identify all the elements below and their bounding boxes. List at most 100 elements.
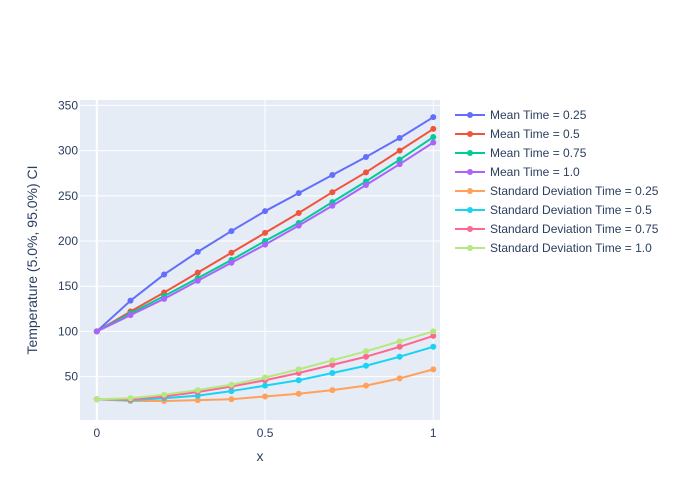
data-point (329, 361, 336, 368)
data-point (194, 248, 201, 255)
data-point (93, 396, 100, 403)
data-point (329, 202, 336, 209)
legend-item[interactable]: Standard Deviation Time = 1.0 (455, 241, 652, 255)
legend-marker (467, 226, 473, 232)
data-point (262, 208, 269, 215)
data-point (329, 172, 336, 179)
data-point (93, 328, 100, 335)
legend-marker (467, 207, 473, 213)
data-point (396, 353, 403, 360)
data-point (329, 189, 336, 196)
data-point (127, 312, 134, 319)
data-point (396, 375, 403, 382)
data-point (262, 393, 269, 400)
data-point (161, 391, 168, 398)
legend-item[interactable]: Mean Time = 1.0 (455, 165, 580, 179)
data-point (295, 222, 302, 229)
data-point (430, 366, 437, 373)
legend-label: Mean Time = 1.0 (490, 165, 580, 179)
legend-item[interactable]: Mean Time = 0.25 (455, 108, 587, 122)
y-tick-label: 100 (58, 324, 78, 338)
data-point (161, 271, 168, 278)
data-point (127, 297, 134, 304)
legend-label: Standard Deviation Time = 1.0 (490, 241, 652, 255)
x-axis-ticks: 0 0.5 1 (93, 426, 436, 440)
legend-marker (467, 112, 473, 118)
legend-item[interactable]: Mean Time = 0.75 (455, 146, 587, 160)
data-point (430, 343, 437, 350)
data-point (362, 382, 369, 389)
data-point (228, 381, 235, 388)
legend-item[interactable]: Standard Deviation Time = 0.75 (455, 222, 659, 236)
legend-item[interactable]: Standard Deviation Time = 0.25 (455, 184, 659, 198)
data-point (362, 169, 369, 176)
series-4 (93, 139, 437, 335)
data-point (295, 377, 302, 384)
data-point (262, 241, 269, 248)
legend-marker (467, 169, 473, 175)
data-point (127, 395, 134, 402)
data-point (430, 328, 437, 335)
legend[interactable]: Mean Time = 0.25 Mean Time = 0.5 Mean Time… (455, 108, 659, 255)
data-point (396, 134, 403, 141)
legend-marker (467, 131, 473, 137)
y-tick-label: 350 (58, 98, 78, 112)
data-point (295, 190, 302, 197)
data-point (194, 277, 201, 284)
data-point (430, 125, 437, 132)
legend-marker (467, 150, 473, 156)
y-tick-label: 50 (65, 370, 79, 384)
data-point (362, 181, 369, 188)
data-point (362, 362, 369, 369)
data-point (362, 353, 369, 360)
data-point (396, 147, 403, 154)
data-point (295, 390, 302, 397)
legend-item[interactable]: Standard Deviation Time = 0.5 (455, 203, 652, 217)
x-axis-title: x (257, 448, 264, 464)
series-8 (93, 328, 437, 403)
data-point (396, 156, 403, 163)
legend-label: Standard Deviation Time = 0.75 (490, 222, 659, 236)
data-point (228, 249, 235, 256)
y-tick-label: 200 (58, 234, 78, 248)
data-point (329, 369, 336, 376)
data-point (194, 387, 201, 394)
data-series (93, 114, 437, 405)
data-point (194, 269, 201, 276)
data-point (295, 366, 302, 373)
y-tick-label: 150 (58, 279, 78, 293)
series-1 (93, 114, 437, 335)
data-point (228, 388, 235, 395)
data-point (396, 161, 403, 168)
x-tick-label: 0 (93, 426, 100, 440)
x-tick-label: 1 (430, 426, 437, 440)
data-point (329, 387, 336, 394)
data-point (295, 209, 302, 216)
data-point (228, 396, 235, 403)
data-point (262, 229, 269, 236)
data-point (396, 338, 403, 345)
y-axis-ticks: 50 100 150 200 250 300 350 (58, 98, 78, 383)
x-tick-label: 0.5 (257, 426, 274, 440)
y-tick-label: 250 (58, 189, 78, 203)
y-axis-title: Temperature (5.0%, 95.0%) CI (24, 165, 40, 354)
legend-label: Standard Deviation Time = 0.25 (490, 184, 659, 198)
data-point (329, 357, 336, 364)
data-point (228, 228, 235, 235)
plot-area (80, 100, 440, 420)
data-point (430, 332, 437, 339)
legend-marker (467, 245, 473, 251)
legend-label: Mean Time = 0.75 (490, 146, 587, 160)
data-point (430, 114, 437, 121)
legend-item[interactable]: Mean Time = 0.5 (455, 127, 580, 141)
data-point (228, 259, 235, 266)
data-point (430, 139, 437, 146)
data-point (262, 374, 269, 381)
legend-label: Standard Deviation Time = 0.5 (490, 203, 652, 217)
data-point (161, 295, 168, 302)
data-point (396, 343, 403, 350)
legend-label: Mean Time = 0.25 (490, 108, 587, 122)
data-point (362, 348, 369, 355)
y-tick-label: 300 (58, 144, 78, 158)
